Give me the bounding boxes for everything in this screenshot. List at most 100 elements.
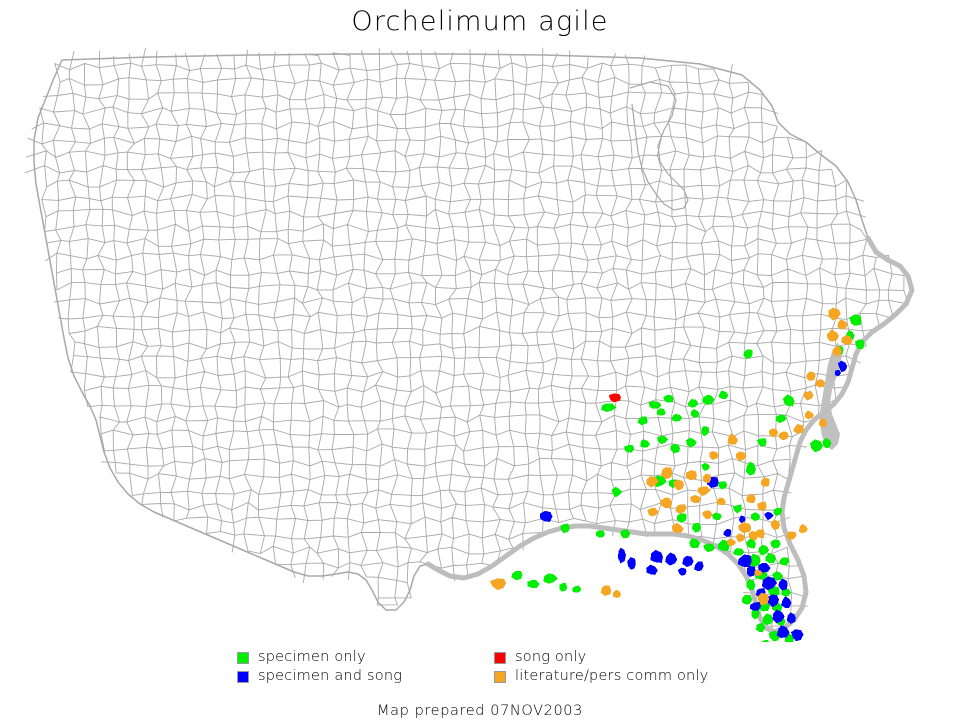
map-marker-blue xyxy=(837,360,848,373)
map-marker-green xyxy=(775,414,787,424)
map-marker-green xyxy=(511,570,523,581)
map-marker-orange xyxy=(703,473,712,483)
map-marker-orange xyxy=(646,476,659,488)
map-marker-blue xyxy=(764,512,774,521)
map-marker-green xyxy=(543,573,558,584)
map-marker-orange xyxy=(748,530,758,541)
legend-column-left: specimen only specimen and song xyxy=(237,648,402,686)
map-marker-green xyxy=(671,413,683,422)
map-marker-orange xyxy=(726,538,737,547)
map-marker-blue xyxy=(694,561,704,572)
map-marker-green xyxy=(701,462,710,471)
map-marker-orange xyxy=(709,451,719,460)
map-marker-green xyxy=(663,394,674,403)
map-marker-green xyxy=(761,639,770,642)
map-marker-green xyxy=(810,439,823,453)
map-marker-orange xyxy=(757,592,770,606)
map-marker-green xyxy=(773,508,783,517)
map-marker-green xyxy=(670,443,680,454)
map-marker-orange xyxy=(675,504,687,514)
map-marker-orange xyxy=(779,431,789,441)
legend-label-song-only: song only xyxy=(515,649,587,665)
map-marker-green xyxy=(743,349,753,359)
map-marker-blue xyxy=(834,369,841,376)
map-marker-orange xyxy=(736,451,747,461)
legend-swatch-specimen-and-song xyxy=(237,670,249,683)
map-marker-orange xyxy=(671,522,684,534)
map-marker-orange xyxy=(612,589,621,598)
map-marker-green xyxy=(601,403,617,412)
map-marker-green xyxy=(757,438,767,447)
map-marker-green xyxy=(690,409,700,418)
map-legend: specimen only specimen and song song onl… xyxy=(0,648,960,692)
map-marker-green xyxy=(718,390,729,399)
map-marker-green xyxy=(741,594,753,605)
map-marker-green xyxy=(686,437,697,448)
map-marker-orange xyxy=(827,329,840,342)
map-marker-green xyxy=(855,339,865,350)
map-marker-orange xyxy=(727,433,739,445)
map-marker-green xyxy=(620,529,631,539)
map-marker-green xyxy=(782,394,795,407)
map-marker-green xyxy=(703,543,716,552)
map-marker-orange xyxy=(799,523,808,534)
map-marker-orange xyxy=(661,467,673,480)
legend-item-specimen-only: specimen only xyxy=(237,648,402,667)
map-marker-orange xyxy=(673,479,684,491)
map-marker-blue xyxy=(761,576,777,591)
map-marker-green xyxy=(746,538,756,549)
map-marker-green xyxy=(733,504,742,514)
map-marker-orange xyxy=(793,424,804,434)
legend-swatch-literature-only xyxy=(494,670,506,683)
distribution-map xyxy=(0,42,960,642)
map-marker-blue xyxy=(650,549,663,563)
map-marker-green xyxy=(822,437,832,449)
map-marker-blue xyxy=(678,567,687,576)
map-marker-green xyxy=(656,408,666,416)
map-marker-orange xyxy=(803,391,814,401)
map-marker-green xyxy=(745,461,756,476)
map-marker-orange xyxy=(806,371,816,381)
map-marker-green xyxy=(751,512,760,522)
page-title: Orchelimum agile xyxy=(351,6,609,37)
map-marker-green xyxy=(701,426,710,437)
map-marker-green xyxy=(691,522,701,533)
map-marker-blue xyxy=(781,596,792,608)
map-marker-blue xyxy=(540,510,553,522)
map-marker-blue xyxy=(646,564,658,575)
map-marker-green xyxy=(657,435,669,445)
map-marker-blue xyxy=(778,578,788,591)
map-marker-orange xyxy=(702,510,713,520)
map-marker-green xyxy=(718,481,728,490)
map-marker-blue xyxy=(766,594,780,608)
map-prepared-date: Map prepared 07NOV2003 xyxy=(377,703,583,719)
map-marker-green xyxy=(767,586,780,598)
legend-column-right: song only literature/pers comm only xyxy=(494,648,708,686)
great-lakes-outline xyxy=(629,81,689,211)
map-marker-orange xyxy=(786,531,797,541)
map-marker-green xyxy=(624,445,635,453)
map-marker-green xyxy=(640,439,650,448)
county-boundaries xyxy=(25,48,913,636)
map-marker-green xyxy=(779,557,790,566)
map-marker-orange xyxy=(770,519,781,531)
map-marker-blue xyxy=(747,566,756,577)
map-marker-red xyxy=(608,393,621,403)
map-marker-green xyxy=(572,585,582,593)
legend-swatch-song-only xyxy=(494,651,506,664)
legend-label-specimen-only: specimen only xyxy=(258,649,366,665)
map-marker-orange xyxy=(736,533,745,543)
marker-layer xyxy=(490,307,865,642)
map-marker-orange xyxy=(690,495,702,504)
map-marker-blue xyxy=(617,547,626,564)
map-marker-green xyxy=(611,486,623,498)
map-marker-orange xyxy=(660,497,673,509)
map-marker-green xyxy=(762,613,773,626)
map-marker-blue xyxy=(723,528,732,537)
map-marker-orange xyxy=(837,319,848,330)
map-marker-green xyxy=(648,401,662,409)
map-marker-blue xyxy=(627,557,636,570)
map-svg xyxy=(0,42,915,642)
map-marker-green xyxy=(560,523,570,534)
map-marker-blue xyxy=(790,629,804,642)
